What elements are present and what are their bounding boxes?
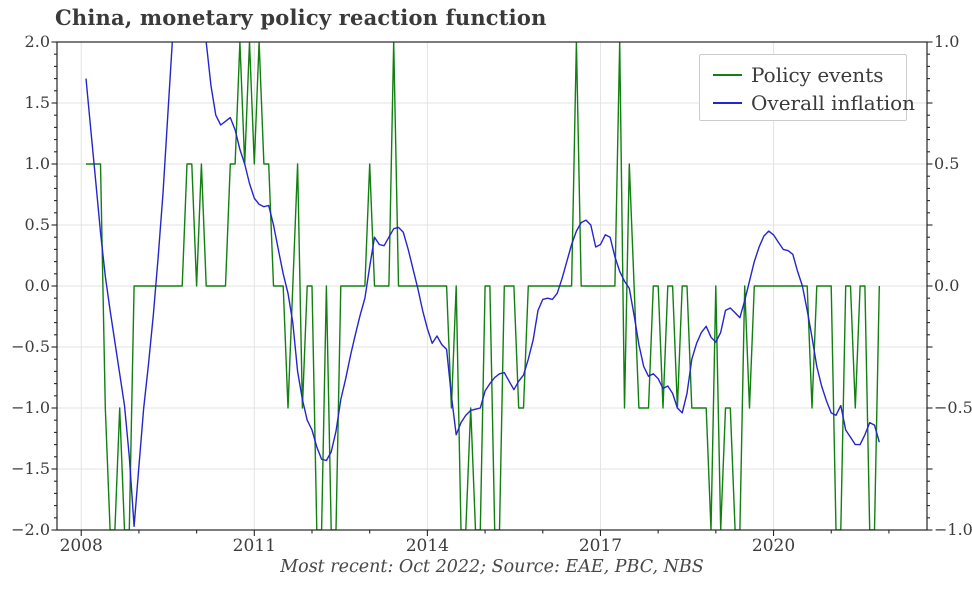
legend-label: Policy events — [751, 63, 884, 87]
y-left-tick-label: 0.5 — [24, 215, 50, 234]
chart-title: China, monetary policy reaction function — [55, 5, 547, 30]
legend-label: Overall inflation — [751, 91, 916, 115]
x-tick-label: 2008 — [59, 536, 103, 556]
series-line-overall-inflation — [85, 42, 880, 527]
legend: Policy events Overall inflation — [699, 54, 915, 121]
x-tick-label: 2014 — [405, 536, 449, 556]
legend-item-overall-inflation: Overall inflation — [700, 89, 915, 117]
y-left-tick-label: −1.5 — [11, 459, 50, 478]
y-left-tick-label: −0.5 — [11, 337, 50, 356]
legend-line-policy-events-icon — [713, 74, 742, 76]
legend-item-policy-events: Policy events — [700, 61, 906, 89]
y-left-tick-label: 1.5 — [24, 93, 50, 112]
y-right-tick-label: 0.5 — [934, 154, 960, 173]
y-right-tick-label: −1.0 — [934, 520, 972, 539]
y-right-tick-label: 1.0 — [934, 32, 960, 51]
y-left-tick-label: 2.0 — [24, 32, 50, 51]
source-note: Most recent: Oct 2022; Source: EAE, PBC,… — [280, 557, 704, 577]
y-left-tick-label: −2.0 — [11, 520, 50, 539]
x-tick-label: 2011 — [232, 536, 276, 556]
y-right-tick-label: 0.0 — [934, 276, 960, 295]
y-left-tick-label: −1.0 — [11, 398, 50, 417]
x-tick-label: 2017 — [578, 536, 623, 556]
x-tick-label: 2020 — [751, 536, 796, 556]
y-right-tick-label: −0.5 — [934, 398, 972, 417]
y-left-tick-label: 0.0 — [24, 276, 50, 295]
legend-line-overall-inflation-icon — [713, 102, 742, 104]
series-line-policy-events — [86, 42, 880, 530]
y-left-tick-label: 1.0 — [24, 154, 50, 173]
